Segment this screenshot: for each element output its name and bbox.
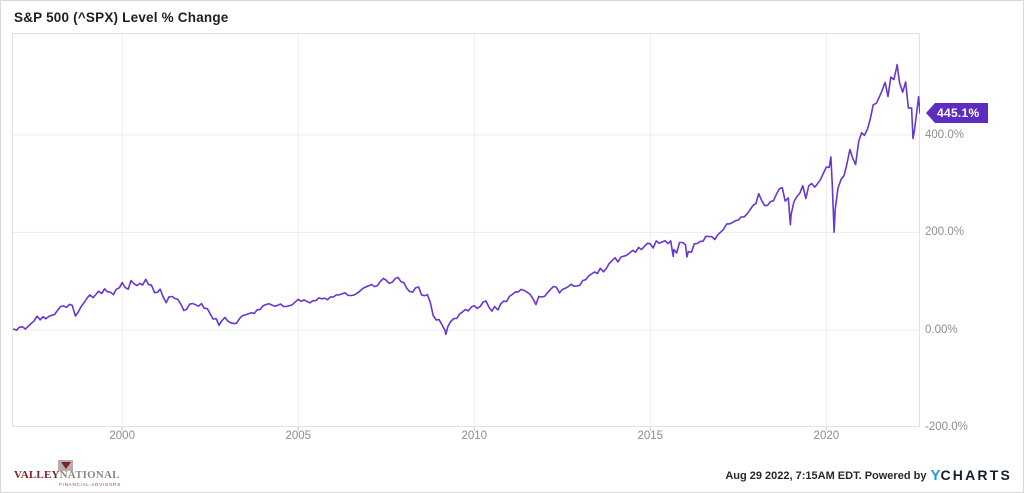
y-axis-label: -200.0% [925,421,968,434]
badge-value: 445.1% [935,102,988,123]
y-axis-label: 400.0% [925,128,965,141]
x-axis-label: 2015 [637,430,664,442]
x-axis-label: 2000 [109,430,135,442]
y-axis-label: 200.0% [925,226,965,239]
x-axis-label: 2010 [461,430,488,442]
valley-national-logo: VALLEYNATIONAL FINANCIAL ADVISORS [14,460,124,487]
footer-attribution: Aug 29 2022, 7:15AM EDT. Powered by Y CHA… [725,467,1012,484]
valley-national-wordmark: VALLEYNATIONAL [14,469,120,481]
ycharts-logo: Y CHARTS [930,467,1012,484]
y-axis-label: 0.00% [925,323,958,336]
valley-national-subtitle: FINANCIAL ADVISORS [59,482,121,487]
plot-area [12,33,920,431]
timestamp-text: Aug 29 2022, 7:15AM EDT. Powered by [725,469,927,482]
chart-title: S&P 500 (^SPX) Level % Change [14,10,229,25]
current-value-badge: 445.1% [926,102,988,123]
x-axis-label: 2020 [813,430,840,442]
badge-arrow-icon [926,102,935,123]
valley-national-triangle-icon [58,460,73,471]
x-axis-label: 2005 [285,430,312,442]
